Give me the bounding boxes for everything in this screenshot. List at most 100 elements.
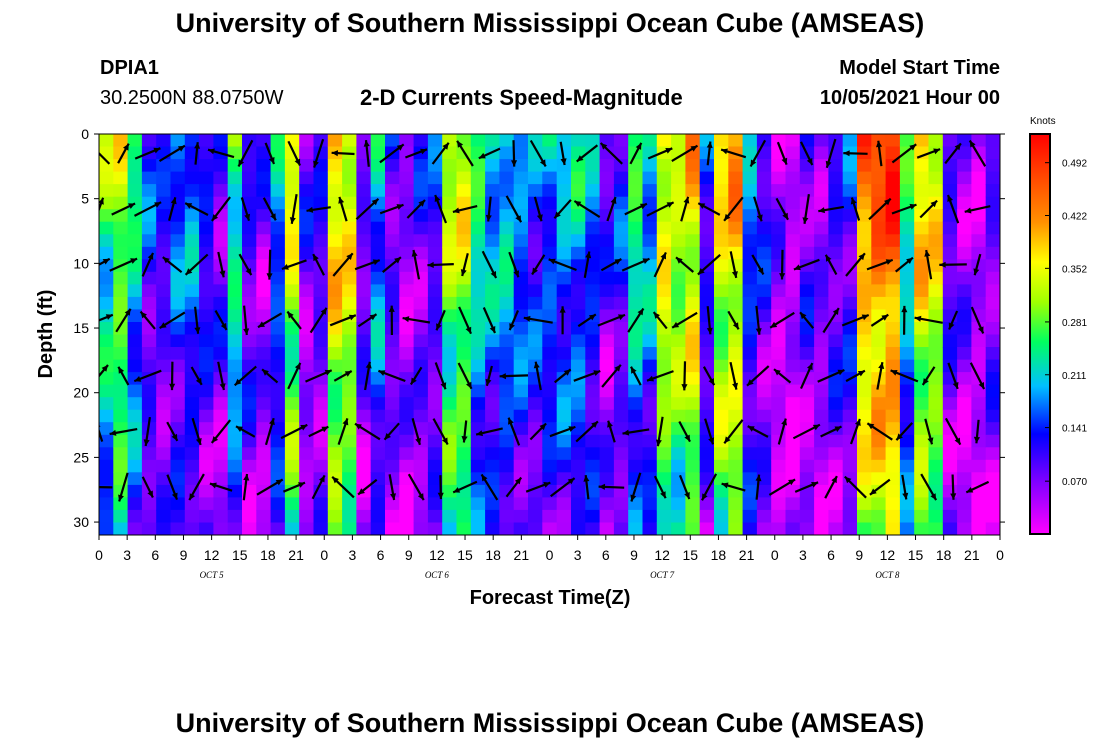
current-vector [159, 311, 186, 330]
heatmap-cell [842, 171, 858, 185]
current-vector [411, 418, 422, 446]
heatmap-cell [885, 221, 901, 235]
heatmap-cell [699, 296, 715, 310]
heatmap-cell [899, 259, 915, 273]
heatmap-cell [141, 221, 157, 235]
heatmap-cell [170, 322, 186, 336]
heatmap-cell [242, 409, 257, 423]
heatmap-cell [556, 409, 572, 423]
current-vector [99, 257, 111, 266]
heatmap-cell [199, 409, 214, 423]
heatmap-cell [756, 184, 772, 198]
heatmap-cell [957, 159, 972, 173]
heatmap-cell [542, 334, 558, 348]
heatmap-cell [313, 434, 329, 448]
heatmap-cell [585, 134, 601, 148]
heatmap-cell [513, 234, 529, 248]
heatmap-cell [957, 196, 972, 210]
current-vector [720, 148, 747, 159]
heatmap-cell [914, 334, 930, 348]
heatmap-cell [184, 359, 200, 373]
heatmap-cell [513, 322, 529, 336]
current-vector [505, 195, 523, 223]
heatmap-cell [814, 434, 829, 448]
heatmap-cell [113, 359, 129, 373]
heatmap-cell [199, 484, 214, 498]
heatmap-cell [156, 296, 172, 310]
heatmap-cell [871, 522, 887, 535]
x-tick-label: 3 [123, 547, 131, 563]
current-vector [287, 362, 302, 390]
heatmap-cell [528, 322, 543, 336]
heatmap-cell [385, 184, 400, 198]
heatmap-cell [714, 372, 729, 386]
heatmap-cell [413, 359, 429, 373]
heatmap-cell [814, 322, 829, 336]
heatmap-cell [642, 196, 658, 210]
heatmap-cell [413, 522, 429, 535]
heatmap-cell [370, 359, 386, 373]
heatmap-cell [942, 484, 958, 498]
heatmap-cell [571, 171, 586, 185]
x-tick-label: 21 [288, 547, 304, 563]
heatmap-cell [814, 309, 829, 323]
heatmap-cell [256, 384, 272, 398]
heatmap-cell [199, 159, 214, 173]
heatmap-cell [628, 347, 644, 361]
heatmap-cell [413, 409, 429, 423]
heatmap-cell [799, 472, 815, 486]
heatmap-cell [156, 159, 172, 173]
heatmap-cell [542, 372, 558, 386]
heatmap-cell [528, 284, 543, 298]
heatmap-cell [485, 509, 500, 523]
heatmap-cell [456, 234, 472, 248]
heatmap-cell [828, 509, 844, 523]
heatmap-cell [299, 296, 315, 310]
heatmap-cell [342, 271, 357, 285]
heatmap-cell [857, 134, 872, 148]
current-vector [573, 200, 601, 219]
heatmap-cell [928, 409, 944, 423]
heatmap-cell [413, 472, 429, 486]
current-vector [243, 305, 250, 336]
current-vector [794, 481, 819, 493]
heatmap-cell [442, 359, 458, 373]
heatmap-cell [199, 372, 214, 386]
heatmap-cell [799, 522, 815, 535]
heatmap-cell [571, 409, 586, 423]
heatmap-cell [427, 347, 443, 361]
heatmap-cell [227, 271, 243, 285]
x-tick-label: 9 [855, 547, 863, 563]
heatmap-cell [585, 422, 601, 436]
current-vector [194, 306, 201, 334]
heatmap-cell [399, 484, 415, 498]
heatmap-cell [170, 334, 186, 348]
heatmap-cell [628, 397, 644, 411]
heatmap-cell [156, 171, 172, 185]
y-tick-label: 0 [81, 126, 89, 142]
heatmap-cell [728, 271, 744, 285]
heatmap-cell [785, 146, 801, 160]
heatmap-cell [914, 259, 930, 273]
current-vector [99, 151, 111, 165]
heatmap-cell [656, 384, 672, 398]
heatmap-cell [685, 472, 701, 486]
heatmap-cell [399, 409, 415, 423]
page-title: University of Southern Mississippi Ocean… [175, 8, 925, 38]
heatmap-cell [385, 397, 400, 411]
heatmap-cell [370, 271, 386, 285]
heatmap-cell [113, 196, 129, 210]
heatmap-cell [585, 522, 601, 535]
heatmap-cell [442, 434, 458, 448]
heatmap-cell [585, 221, 601, 235]
heatmap-cell [857, 271, 872, 285]
current-vector [746, 365, 770, 387]
heatmap-cell [671, 397, 686, 411]
heatmap-cell [756, 434, 772, 448]
heatmap-cell [485, 296, 500, 310]
heatmap-cell [470, 372, 486, 386]
heatmap-cell [99, 372, 114, 386]
heatmap-cell [385, 522, 400, 535]
heatmap-cell [442, 484, 458, 498]
current-vector [549, 425, 576, 438]
